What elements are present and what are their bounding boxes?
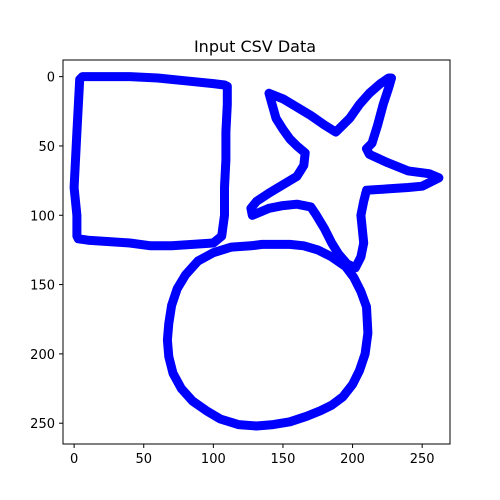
y-tick-label: 0 <box>47 71 55 86</box>
series-star <box>246 73 444 273</box>
y-tick-label: 250 <box>30 417 55 432</box>
y-tick-label: 200 <box>30 348 55 363</box>
x-tick-label: 100 <box>201 452 226 467</box>
y-tick-label: 100 <box>30 209 55 224</box>
axes-frame <box>62 59 451 445</box>
x-tick-label: 200 <box>340 452 365 467</box>
y-axis: 0 50 100 150 200 250 <box>30 71 63 432</box>
series-rectangle <box>69 72 232 251</box>
y-tick-label: 50 <box>38 140 55 155</box>
x-tick-label: 150 <box>271 452 296 467</box>
chart-title: Input CSV Data <box>194 37 316 56</box>
x-axis: 0 50 100 150 200 250 <box>70 444 435 467</box>
series-circle <box>162 239 373 431</box>
plot-area <box>69 72 444 431</box>
x-tick-label: 50 <box>135 452 152 467</box>
y-tick-label: 150 <box>30 279 55 294</box>
x-tick-label: 250 <box>410 452 435 467</box>
x-tick-label: 0 <box>70 452 78 467</box>
